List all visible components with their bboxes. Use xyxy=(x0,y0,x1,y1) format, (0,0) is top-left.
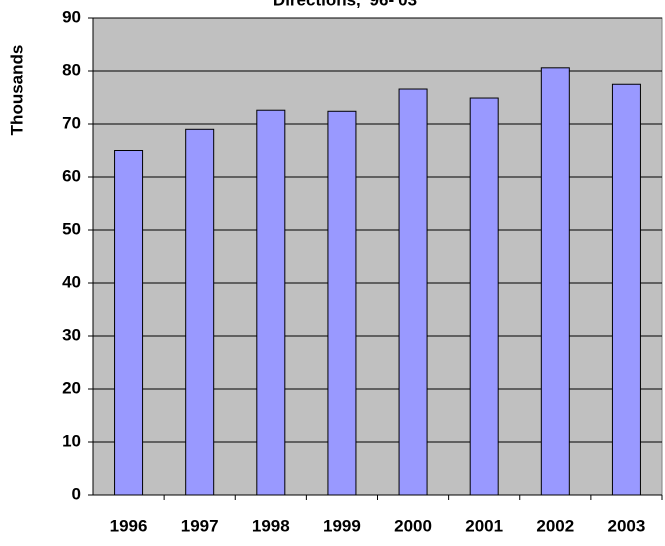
x-tick-label: 1996 xyxy=(110,516,148,535)
y-tick-label: 50 xyxy=(62,219,81,238)
bar xyxy=(114,150,144,496)
bar xyxy=(540,67,570,496)
y-tick-label: 30 xyxy=(62,325,81,344)
bar xyxy=(256,109,286,496)
bar xyxy=(327,110,357,496)
x-tick-label: 2001 xyxy=(465,516,503,535)
bar xyxy=(469,97,499,496)
x-tick-label: 2002 xyxy=(536,516,574,535)
x-tick-label: 1998 xyxy=(252,516,290,535)
x-tick-label: 2000 xyxy=(394,516,432,535)
y-tick-label: 80 xyxy=(62,60,81,79)
chart-title: Directions, '96-'03 xyxy=(273,0,417,9)
bar xyxy=(185,128,215,496)
y-axis-title: Thousands xyxy=(7,45,26,136)
y-tick-label: 70 xyxy=(62,113,81,132)
plot-area xyxy=(92,17,663,496)
y-tick-label: 90 xyxy=(62,7,81,26)
bar xyxy=(611,83,641,496)
x-tick-label: 2003 xyxy=(608,516,646,535)
y-tick-label: 0 xyxy=(72,484,81,503)
x-tick-label: 1997 xyxy=(181,516,219,535)
bar xyxy=(398,88,428,496)
x-tick-label: 1999 xyxy=(323,516,361,535)
y-tick-label: 60 xyxy=(62,166,81,185)
y-tick-label: 20 xyxy=(62,378,81,397)
y-tick-label: 10 xyxy=(62,431,81,450)
y-tick-label: 40 xyxy=(62,272,81,291)
